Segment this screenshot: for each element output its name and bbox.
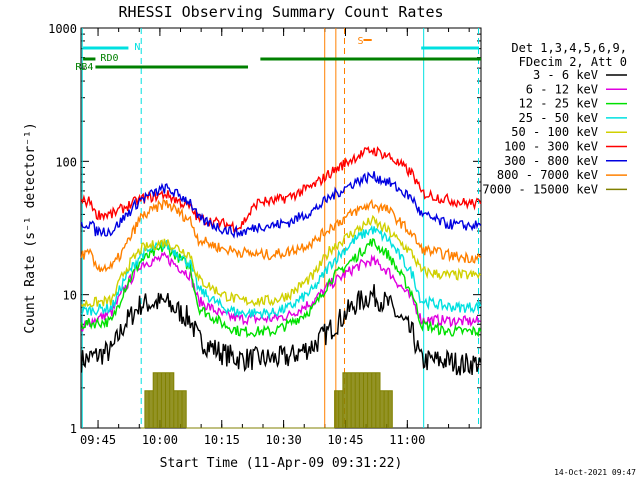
series-300-800-kev (80, 171, 482, 239)
rb4-label: RB4 (75, 62, 93, 73)
series-6-12-kev (81, 251, 481, 332)
x-tick-label: 11:00 (389, 433, 425, 447)
y-tick-label: 100 (55, 155, 77, 169)
y-axis-label: Count Rate (s⁻¹ detector⁻¹) (23, 122, 38, 333)
legend-header-line-2: FDecim 2, Att 0 (519, 55, 627, 69)
series-3-6-kev (80, 284, 482, 376)
legend-label: 50 - 100 keV (511, 125, 598, 139)
rd0-label: RD0 (100, 53, 118, 64)
legend-label: 800 - 7000 keV (497, 168, 598, 182)
legend: Det 1,3,4,5,6,9, FDecim 2, Att 0 3 - 6 k… (482, 41, 627, 196)
series-800-7000-kev (80, 198, 482, 273)
chart-title: RHESSI Observing Summary Count Rates (118, 3, 443, 21)
tick-layer: 09:45 10:00 10:15 10:30 10:45 11:00 1 10 100 1000 (48, 22, 481, 447)
legend-header-line-1: Det 1,3,4,5,6,9, (511, 41, 627, 55)
series-50-100-kev (80, 214, 482, 308)
x-tick-label: 10:45 (327, 433, 363, 447)
timestamp: 14-Oct-2021 09:47 (554, 468, 636, 477)
series-100-300-kev (80, 145, 482, 233)
legend-label: 25 - 50 keV (519, 111, 598, 125)
y-tick-label: 1 (70, 422, 77, 436)
series-12-25-kev (80, 238, 482, 339)
x-axis-label: Start Time (11-Apr-09 09:31:22) (160, 456, 403, 471)
series-layer (80, 145, 482, 429)
series-7000-15000-kev (140, 372, 393, 429)
legend-label: 3 - 6 keV (533, 68, 598, 82)
x-tick-label: 10:30 (266, 433, 302, 447)
legend-label: 300 - 800 keV (504, 154, 598, 168)
legend-label: 6 - 12 keV (526, 82, 598, 96)
x-tick-label: 09:45 (80, 433, 116, 447)
y-tick-label: 1000 (48, 22, 77, 36)
legend-label: 100 - 300 keV (504, 140, 598, 154)
x-tick-label: 10:00 (142, 433, 178, 447)
y-tick-label: 10 (63, 289, 77, 303)
saa-label: S (357, 36, 363, 47)
legend-label: 7000 - 15000 keV (482, 182, 598, 196)
x-tick-label: 10:15 (204, 433, 240, 447)
series-25-50-kev (80, 224, 482, 321)
legend-label: 12 - 25 keV (519, 97, 598, 111)
status-bars: N RD0 RB4 S (75, 36, 481, 73)
night-label: N (134, 42, 140, 53)
